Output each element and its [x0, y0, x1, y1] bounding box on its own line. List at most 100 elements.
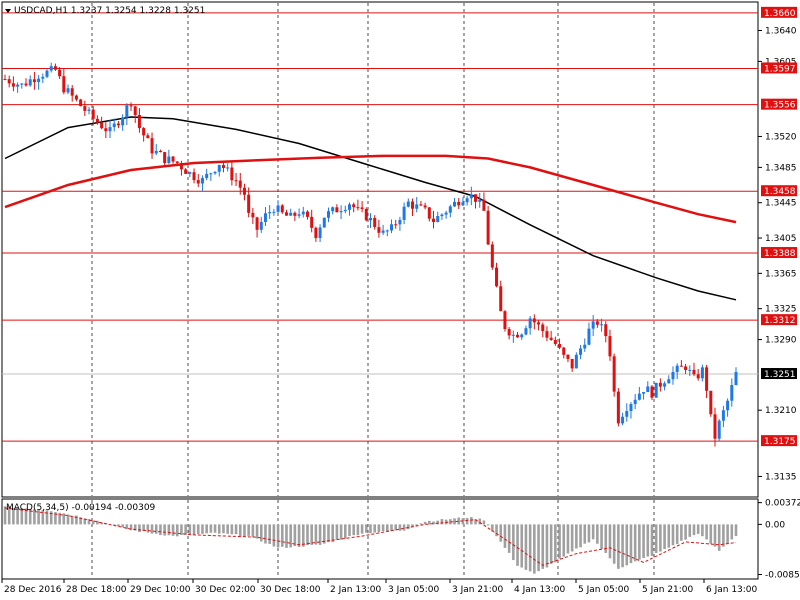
- candle-body: [545, 331, 549, 338]
- candle-body: [280, 205, 284, 213]
- red-moving-average: [4, 154, 737, 224]
- level-label-box: [761, 185, 797, 197]
- macd-bar: [272, 524, 276, 547]
- macd-bar: [411, 524, 414, 528]
- macd-bar: [360, 524, 364, 534]
- macd-bar: [503, 524, 507, 548]
- macd-pane-frame: [1, 498, 759, 580]
- macd-bar: [280, 524, 284, 547]
- macd-signal-line: [4, 507, 737, 566]
- candle-body: [41, 76, 45, 79]
- macd-bar: [100, 522, 103, 525]
- macd-bar: [213, 524, 217, 533]
- time-label: 30 Dec 02:00: [195, 585, 256, 595]
- macd-bar: [617, 524, 620, 569]
- macd-bar: [583, 524, 587, 544]
- candle-body: [167, 156, 171, 163]
- candle-body: [95, 118, 99, 123]
- macd-bar: [642, 524, 645, 559]
- macd-bar: [562, 524, 566, 557]
- macd-bar: [28, 509, 32, 525]
- macd-bar: [285, 524, 288, 548]
- macd-bar: [24, 508, 28, 525]
- candle-body: [116, 123, 120, 126]
- time-label: 5 Jan 21:00: [642, 585, 694, 595]
- candle-body: [516, 334, 520, 338]
- candle-body: [616, 391, 620, 424]
- macd-bar: [20, 508, 24, 525]
- macd-bar: [343, 524, 347, 539]
- macd-bar: [507, 524, 511, 553]
- macd-bar: [566, 524, 570, 554]
- candle-body: [247, 194, 251, 213]
- candle-body: [457, 201, 461, 206]
- candle-body: [352, 204, 356, 208]
- level-label-box: [761, 435, 797, 447]
- macd-bar: [688, 524, 692, 537]
- price-tick-label: 1.3135: [765, 472, 797, 482]
- time-axis: 28 Dec 2016 28 Dec 18:00 29 Dec 10:00 30 De…: [1, 579, 758, 595]
- macd-bar: [154, 524, 158, 534]
- macd-bar: [37, 509, 40, 525]
- macd-bar: [633, 524, 637, 562]
- candle-body: [154, 150, 158, 154]
- macd-bar: [129, 524, 133, 531]
- dropdown-triangle-icon[interactable]: [5, 9, 11, 13]
- macd-bar: [390, 524, 393, 532]
- candle-body: [192, 172, 196, 181]
- candle-body: [360, 207, 364, 210]
- candle-body: [146, 135, 150, 139]
- candle-body: [730, 385, 734, 401]
- macd-bar: [486, 524, 490, 526]
- macd-bar: [171, 524, 175, 536]
- macd-bar: [604, 524, 608, 553]
- candle-body: [453, 201, 457, 207]
- macd-bar: [717, 524, 721, 551]
- macd-bar: [596, 524, 599, 544]
- candle-body: [734, 372, 738, 386]
- candle-body: [318, 227, 322, 239]
- candle-body: [24, 83, 28, 86]
- macd-bar: [373, 524, 377, 533]
- candle-body: [646, 386, 650, 393]
- macd-bar: [558, 524, 561, 559]
- macd-bar: [327, 524, 330, 543]
- macd-bar: [428, 520, 431, 525]
- candle-body: [700, 367, 704, 379]
- level-label-box: [761, 6, 797, 18]
- candle-body: [322, 217, 326, 228]
- price-axis: 1.3640 1.3605 1.3520 1.3485 1.3445 1.3405 1.33…: [758, 26, 797, 482]
- macd-bar: [549, 524, 553, 564]
- candle-body: [402, 206, 406, 220]
- candle-body: [604, 324, 608, 337]
- candle-body: [158, 150, 162, 153]
- price-tick-label: 1.3365: [765, 269, 797, 279]
- candle-body: [3, 79, 7, 81]
- candle-body: [528, 318, 532, 329]
- candle-body: [696, 374, 700, 379]
- candle-body: [108, 127, 112, 132]
- macd-bar: [79, 517, 82, 525]
- candle-body: [83, 106, 87, 111]
- candle-body: [444, 212, 448, 215]
- macd-bar: [159, 524, 162, 536]
- macd-bar: [612, 524, 616, 564]
- macd-bar: [512, 524, 515, 561]
- macd-bar: [188, 524, 192, 535]
- candle-body: [637, 393, 641, 400]
- macd-bar: [180, 524, 183, 535]
- candle-body: [209, 173, 213, 175]
- macd-bar: [621, 524, 624, 568]
- candle-body: [717, 420, 721, 439]
- candle-body: [427, 207, 431, 219]
- macd-bar: [696, 524, 700, 534]
- candle-body: [553, 339, 557, 345]
- candle-body: [62, 76, 66, 93]
- candle-body: [238, 180, 242, 188]
- macd-bar: [167, 524, 171, 536]
- macd-bar: [465, 517, 469, 525]
- candle-body: [137, 115, 141, 129]
- macd-bar: [654, 524, 658, 553]
- macd-bar: [394, 524, 398, 531]
